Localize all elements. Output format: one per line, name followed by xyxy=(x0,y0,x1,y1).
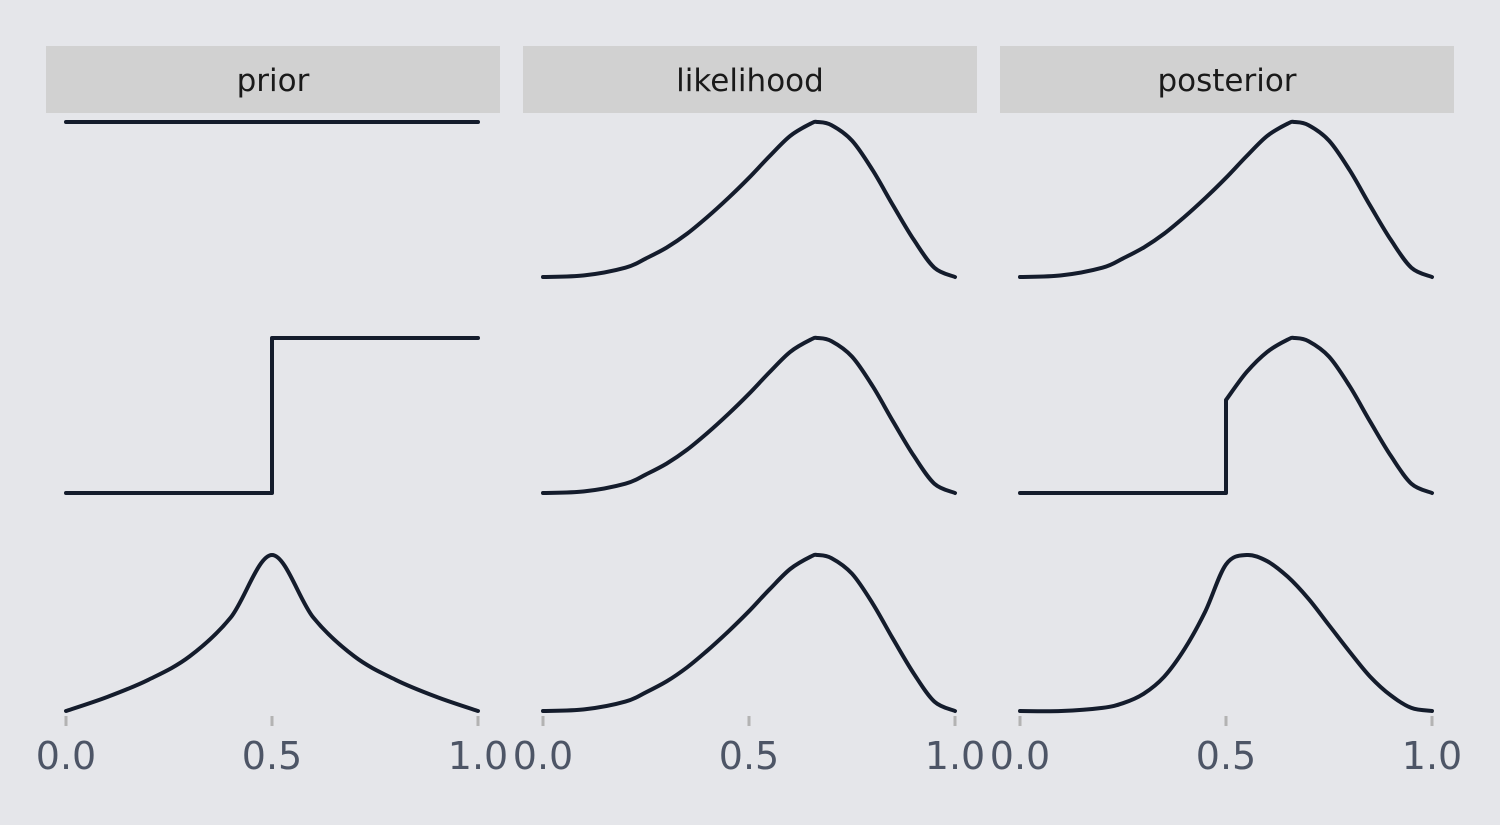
curve-row2-likelihood xyxy=(541,335,957,495)
x-tick-label-likelihood-1: 0.5 xyxy=(719,734,779,778)
curve-row2-posterior xyxy=(1018,335,1434,496)
facet-label-posterior: posterior xyxy=(1157,63,1296,99)
x-tick-label-posterior-0: 0.0 xyxy=(990,734,1050,778)
facet-strip-prior xyxy=(46,46,500,113)
curve-row3-posterior xyxy=(1018,552,1434,714)
facet-label-likelihood: likelihood xyxy=(676,63,824,99)
x-tick-label-prior-0: 0.0 xyxy=(36,734,96,778)
curve-row3-prior xyxy=(64,553,480,713)
x-tick-label-posterior-2: 1.0 xyxy=(1402,734,1462,778)
x-tick-label-likelihood-0: 0.0 xyxy=(513,734,573,778)
x-tick-label-prior-2: 1.0 xyxy=(448,734,508,778)
x-tick-label-prior-1: 0.5 xyxy=(242,734,302,778)
facet-strip-posterior xyxy=(1000,46,1454,113)
x-tick-label-likelihood-2: 1.0 xyxy=(925,734,985,778)
facet-strips: prior likelihood posterior xyxy=(46,46,1454,113)
facet-label-prior: prior xyxy=(237,63,310,99)
x-axes: 0.0 0.5 1.0 0.0 0.5 1.0 0.0 0.5 1.0 xyxy=(36,716,1462,778)
density-curves xyxy=(64,119,1434,714)
facet-strip-likelihood xyxy=(523,46,977,113)
curve-row1-likelihood xyxy=(541,119,957,279)
curve-row1-posterior xyxy=(1018,119,1434,279)
curve-row2-prior xyxy=(64,335,480,496)
x-tick-label-posterior-1: 0.5 xyxy=(1196,734,1256,778)
curve-row3-likelihood xyxy=(541,552,957,713)
